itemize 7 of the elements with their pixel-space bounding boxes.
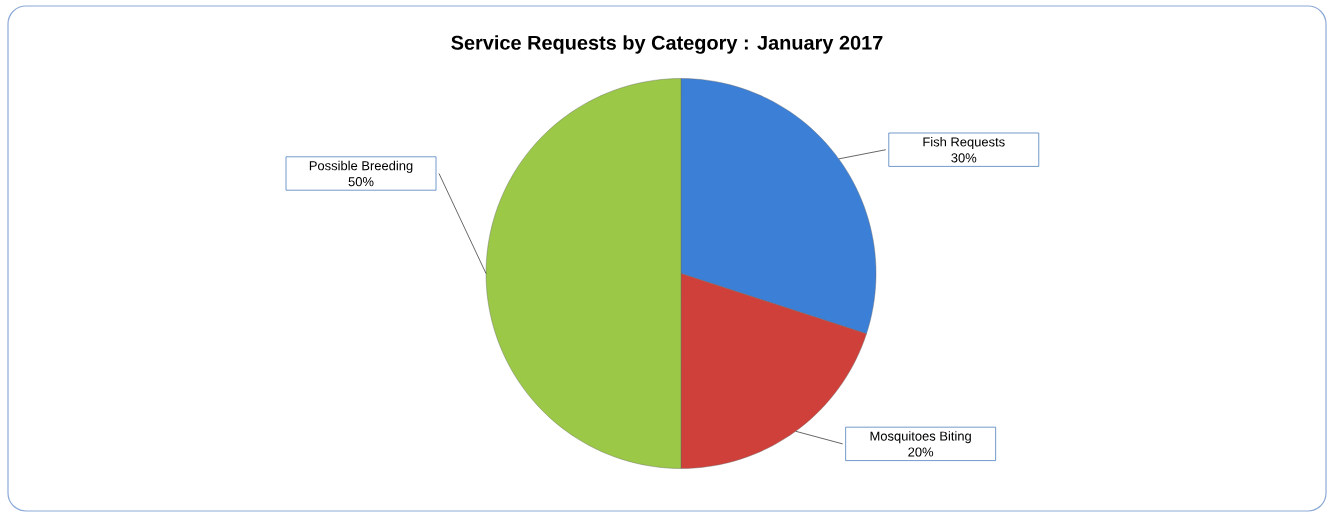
slice-label: Fish Requests: [923, 136, 1005, 150]
slice-label: Mosquitoes Biting: [870, 431, 971, 444]
data-label: 30%: [951, 153, 977, 163]
data-label: 20%: [908, 447, 934, 457]
slice-label: Possible Breeding: [309, 160, 413, 173]
data-label: 50%: [348, 177, 374, 187]
chart-title: Service Requests by Category : January 2017: [451, 35, 883, 54]
